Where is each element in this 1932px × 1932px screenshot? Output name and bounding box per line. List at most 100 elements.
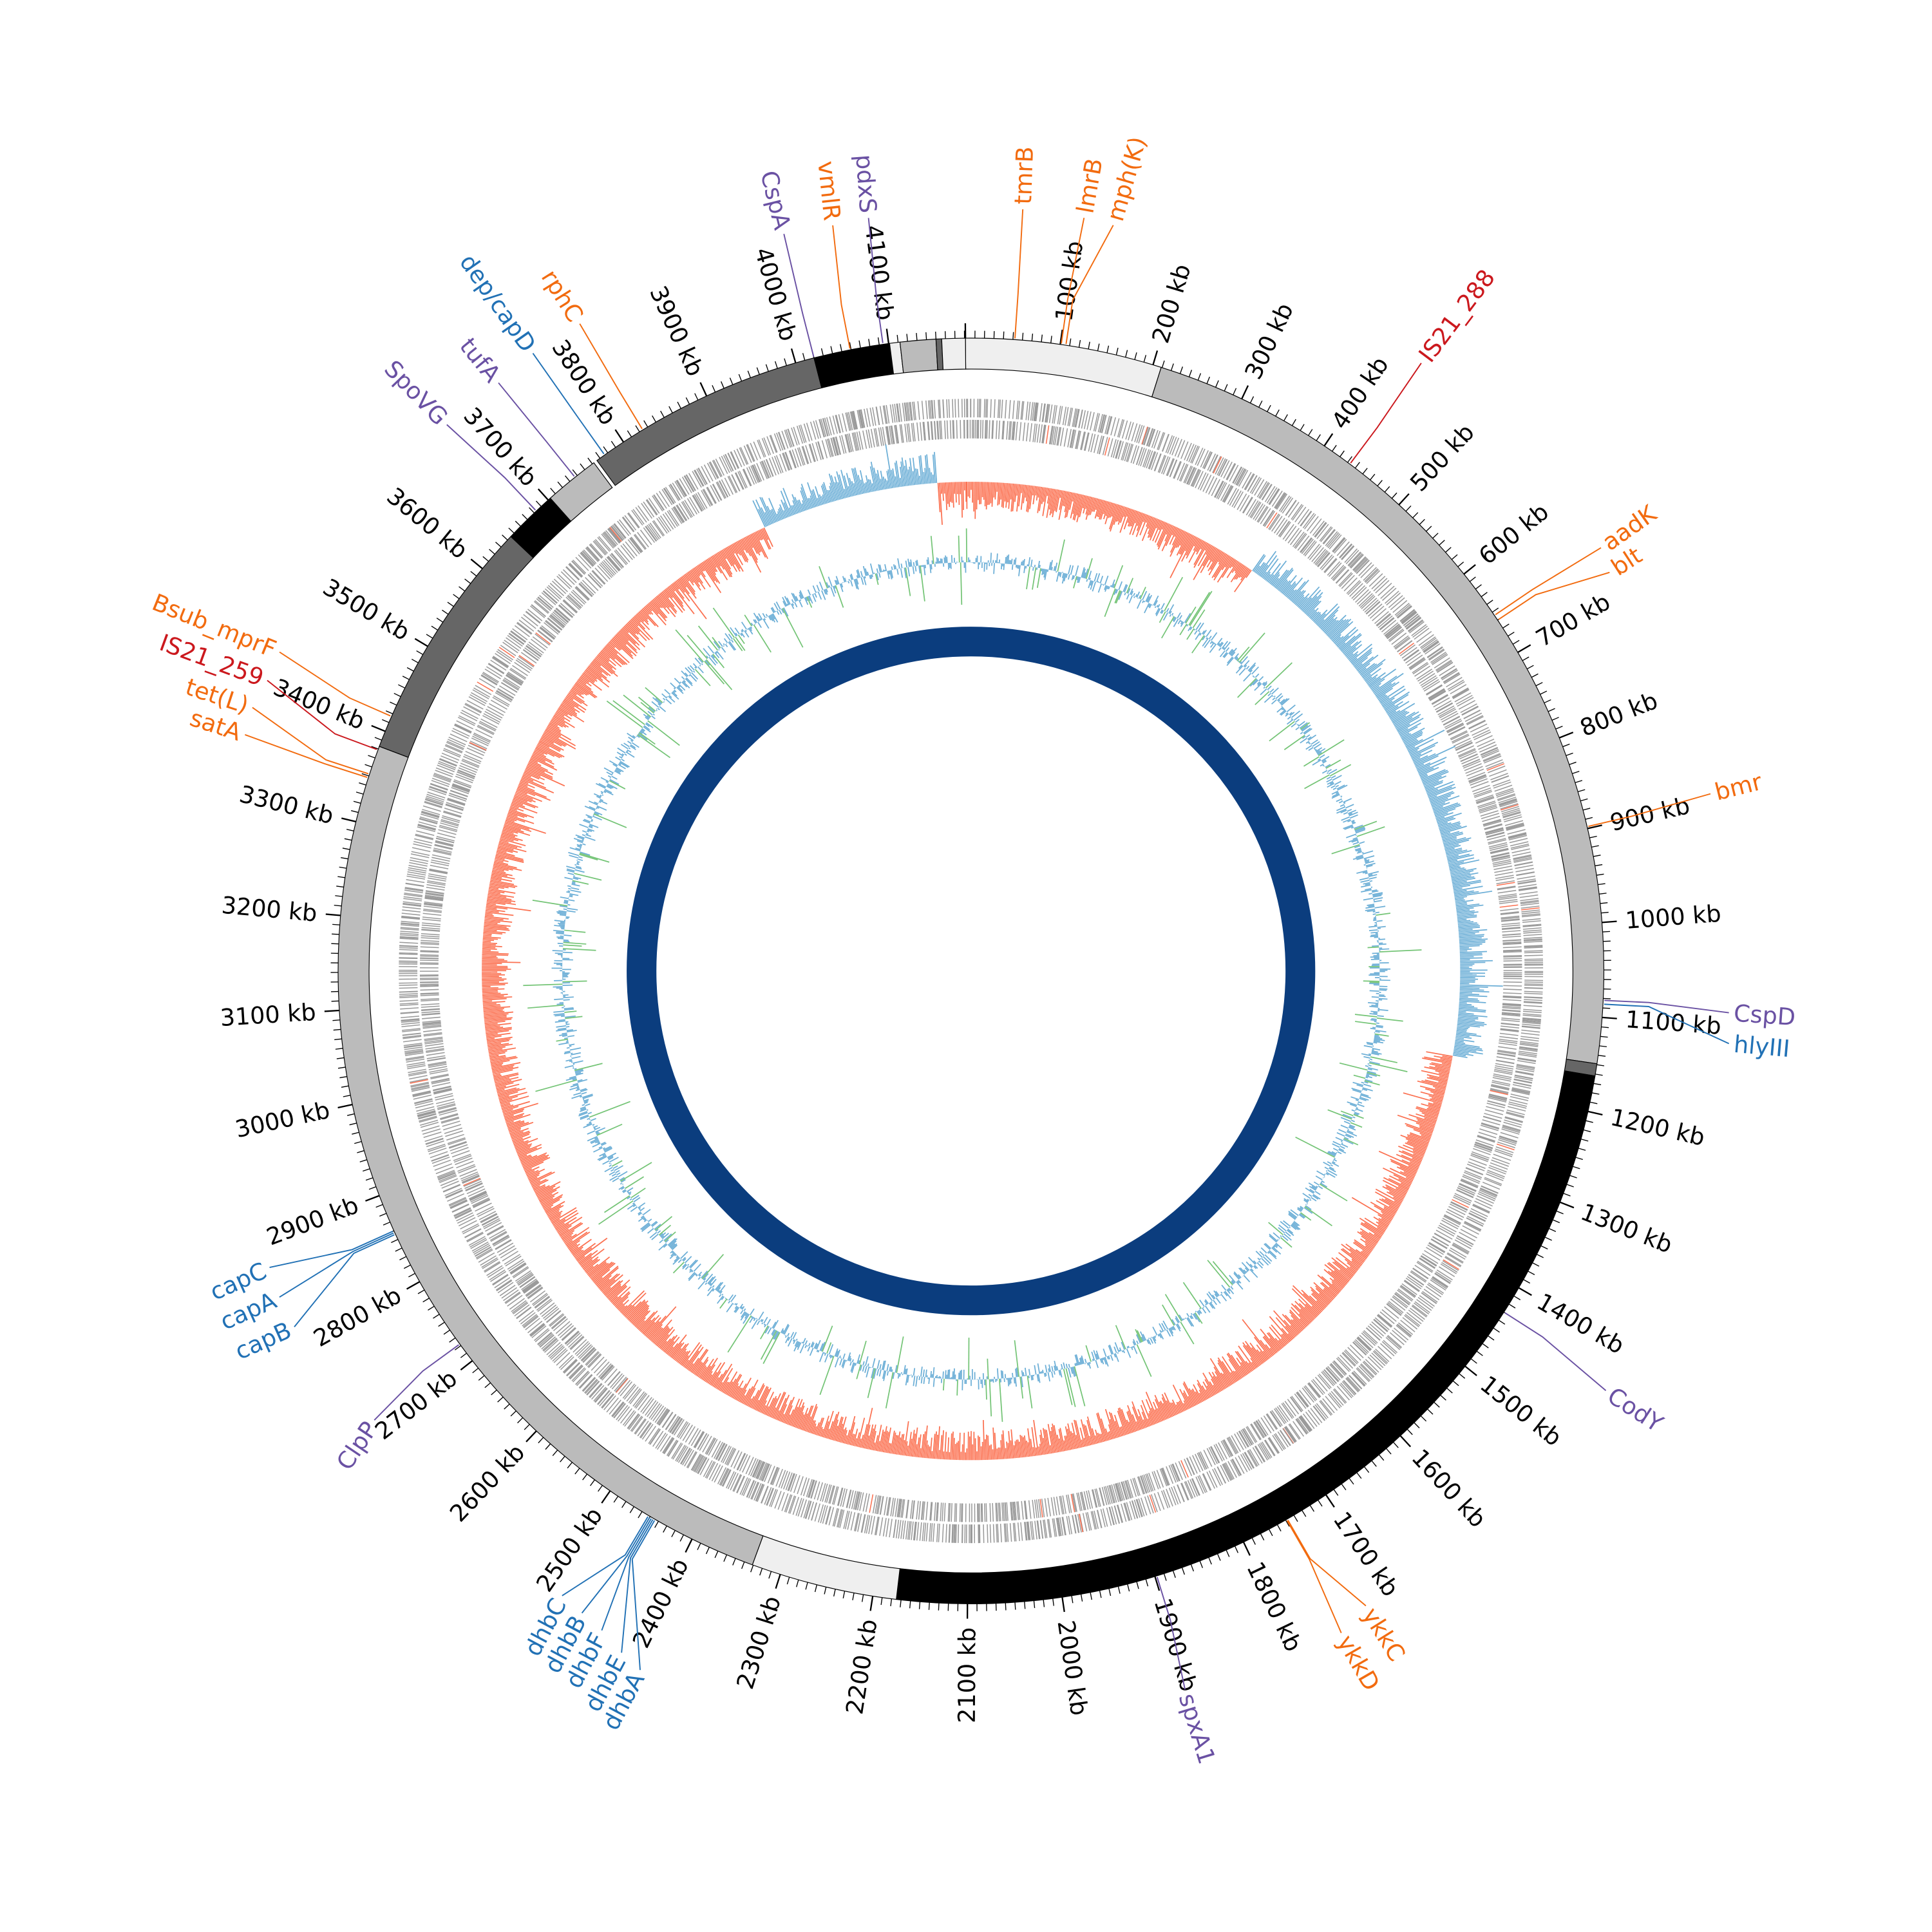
gene-feature (1349, 1375, 1362, 1390)
gc-skew-bin (945, 1452, 947, 1460)
gene-feature (684, 1450, 694, 1467)
gene-feature (419, 1119, 439, 1126)
gene-feature (1297, 1417, 1309, 1434)
major-tick (526, 1430, 537, 1443)
gene-feature (659, 1410, 670, 1426)
gene-feature (433, 1089, 452, 1095)
gene-feature (1183, 465, 1192, 483)
gene-feature (1318, 1373, 1332, 1388)
gene-feature (1450, 1202, 1468, 1211)
minor-tick (1197, 373, 1202, 381)
minor-tick (382, 719, 390, 723)
gene-feature (855, 1513, 860, 1532)
gene-feature (412, 847, 431, 853)
gene-feature (1184, 466, 1193, 484)
gene-feature (1513, 1082, 1532, 1087)
gene-feature (1524, 984, 1543, 987)
gene-feature (412, 1090, 431, 1095)
gene-feature (445, 744, 463, 753)
gene-feature (1269, 489, 1280, 506)
gene-feature (1020, 401, 1023, 420)
gc-skew-bin (1266, 1332, 1282, 1350)
gene-feature (675, 1444, 686, 1461)
major-tick (1152, 350, 1159, 365)
gene-feature (437, 764, 455, 773)
minor-tick (1386, 1448, 1392, 1455)
gene-feature (1020, 1522, 1023, 1541)
gene-feature (1110, 417, 1116, 436)
gene-feature (435, 841, 453, 848)
gene-feature (450, 1144, 468, 1151)
gene-feature (618, 1379, 631, 1395)
gene-feature (402, 901, 422, 905)
gene-feature (1056, 1496, 1061, 1515)
gene-feature (527, 1320, 543, 1334)
gene-feature (401, 922, 420, 925)
gene-feature (1117, 441, 1124, 460)
gene-feature (1072, 430, 1077, 449)
gene-feature (1412, 661, 1428, 674)
gene-feature (1197, 1452, 1206, 1470)
gene-feature (1352, 1371, 1366, 1386)
gene-feature (1005, 1523, 1007, 1542)
gene-feature (1103, 1508, 1108, 1527)
minor-tick (741, 1561, 745, 1569)
gene-feature (1499, 898, 1518, 903)
gene-feature (580, 553, 594, 567)
gene-feature (1302, 1387, 1314, 1403)
gene-feature (1321, 1371, 1334, 1387)
minor-tick (1378, 1454, 1385, 1461)
gene-feature (468, 744, 486, 753)
gene-feature (401, 913, 421, 916)
gene-feature (1247, 1426, 1258, 1443)
gene-feature (1439, 665, 1455, 676)
gene-feature (1059, 1495, 1063, 1515)
gene-feature (1074, 1514, 1079, 1533)
gene-feature (1166, 1488, 1173, 1507)
gene-feature (473, 1198, 491, 1208)
gene-feature (739, 1454, 748, 1472)
gene-feature (1006, 1523, 1009, 1542)
gene-feature (1106, 1485, 1113, 1504)
gene-feature (1162, 1467, 1170, 1486)
gene-feature (1258, 506, 1269, 523)
gene-feature (1254, 1421, 1265, 1438)
gene-feature (1504, 1117, 1523, 1123)
gene-feature (1010, 1502, 1012, 1521)
gene-feature (455, 1157, 473, 1166)
gene-feature (1274, 493, 1286, 509)
gene-feature (532, 636, 548, 649)
gene-feature (1400, 1320, 1416, 1332)
gene-feature (692, 495, 703, 512)
gene-feature (1305, 1411, 1318, 1427)
gene-feature (1394, 1293, 1410, 1305)
gene-feature (1480, 1124, 1499, 1132)
gene-feature (568, 564, 582, 578)
gene-feature (428, 1148, 447, 1155)
gene-feature (550, 614, 565, 627)
gene-feature (1504, 820, 1524, 826)
gene-feature (665, 486, 676, 504)
gene-feature (526, 1285, 542, 1297)
gene-feature (1501, 1023, 1520, 1026)
gene-feature (603, 1395, 616, 1410)
gene-feature (1512, 851, 1531, 857)
gene-feature (549, 1313, 564, 1326)
gene-feature (421, 1009, 440, 1012)
gene-feature (424, 799, 443, 806)
gene-feature (800, 1499, 808, 1518)
gene-feature (1195, 448, 1204, 466)
gene-feature (1324, 558, 1338, 573)
minor-tick (337, 1066, 346, 1069)
gene-feature (858, 431, 864, 450)
gene-feature (740, 447, 749, 465)
gene-feature (547, 617, 563, 630)
major-tick (324, 1009, 339, 1012)
minor-tick (337, 876, 345, 878)
gene-feature (420, 954, 439, 956)
minor-tick (786, 1577, 790, 1585)
gene-feature (1247, 1450, 1257, 1467)
gene-feature (1462, 759, 1481, 767)
gene-feature (419, 1117, 437, 1123)
gene-feature (1416, 668, 1433, 680)
